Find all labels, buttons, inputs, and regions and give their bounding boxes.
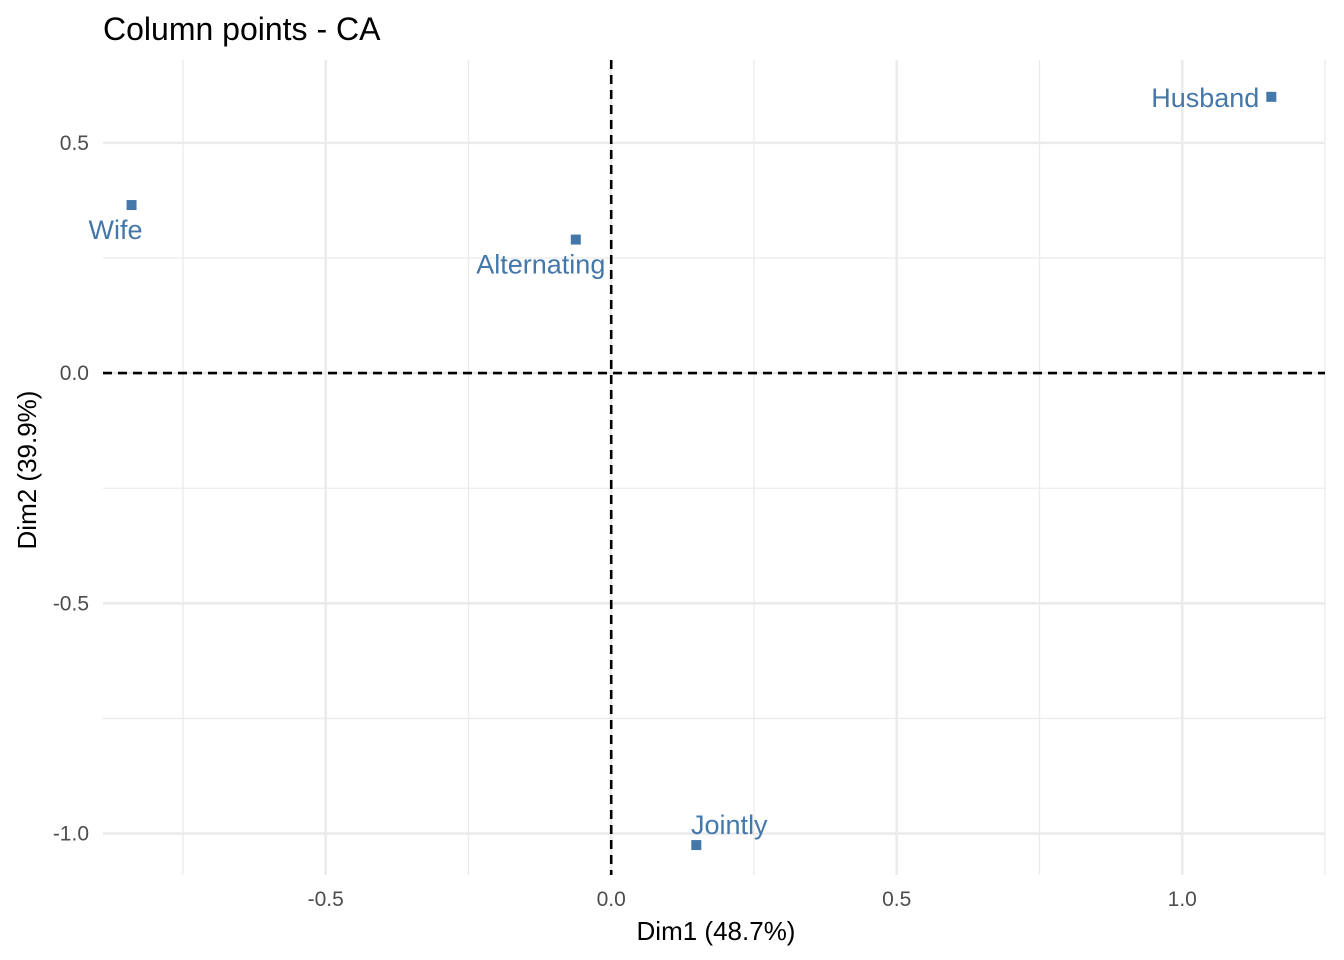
x-tick-label: -0.5	[308, 888, 344, 911]
x-tick-label: 0.5	[882, 888, 911, 911]
point-label: Alternating	[476, 250, 605, 280]
y-tick-label: -1.0	[53, 823, 89, 846]
x-axis-title: Dim1 (48.7%)	[637, 916, 796, 946]
point-label: Jointly	[691, 810, 768, 840]
data-point	[1266, 91, 1277, 102]
y-tick-label: 0.5	[60, 132, 89, 155]
point-label: Wife	[89, 215, 143, 245]
y-axis-title: Dim2 (39.9%)	[12, 391, 42, 550]
data-point	[570, 234, 581, 245]
y-axis-ticks: -1.0 -0.5 0.0 0.5	[53, 132, 89, 846]
y-tick-label: 0.0	[60, 362, 89, 385]
chart-title: Column points - CA	[103, 11, 381, 47]
y-tick-label: -0.5	[53, 592, 89, 615]
reference-lines	[103, 60, 1325, 875]
point-label: Husband	[1151, 83, 1259, 113]
x-tick-label: 0.0	[597, 888, 626, 911]
data-point	[126, 200, 137, 211]
data-points: Wife Alternating Jointly Husband	[89, 83, 1277, 851]
x-tick-label: 1.0	[1168, 888, 1197, 911]
x-axis-ticks: -0.5 0.0 0.5 1.0	[308, 888, 1197, 911]
data-point	[691, 840, 702, 851]
grid-lines	[103, 60, 1326, 875]
